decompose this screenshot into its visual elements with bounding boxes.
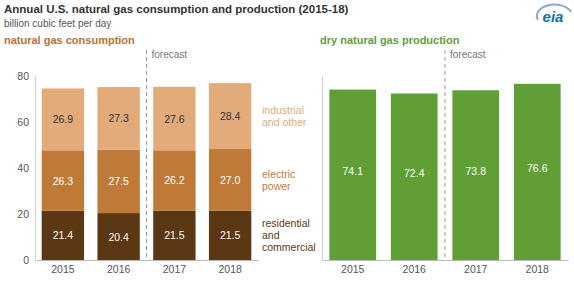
x-tick-label: 2018 <box>218 263 242 275</box>
legend-entry: electricpower <box>262 168 295 192</box>
data-label: 26.9 <box>53 113 74 125</box>
bar <box>42 88 84 150</box>
annotation: forecast <box>450 49 486 60</box>
y-tick: 40 <box>17 162 35 174</box>
x-tick-label: 2016 <box>107 263 131 275</box>
x-tick: 2017 <box>163 260 187 275</box>
legend-entry: industrialand other <box>262 104 307 128</box>
x-tick: 2018 <box>218 260 242 275</box>
data-label: 27.3 <box>108 112 129 124</box>
bar <box>329 90 376 260</box>
bar <box>42 211 84 260</box>
panel: natural gas consumptionforecast21.420.42… <box>4 34 316 275</box>
bar <box>97 150 139 213</box>
x-tick: 2018 <box>526 260 550 275</box>
x-tick-label: 2017 <box>163 263 187 275</box>
bar <box>452 90 499 260</box>
subtitle: billion cubic feet per day <box>4 18 111 29</box>
bar <box>209 211 251 260</box>
x-tick: 2016 <box>107 260 131 275</box>
data-label: 20.4 <box>108 231 129 243</box>
data-label: 27.6 <box>164 113 185 125</box>
data-label: 26.3 <box>53 175 74 187</box>
x-tick-label: 2015 <box>51 263 75 275</box>
y-tick-label: 80 <box>17 70 29 82</box>
legend-line: commercial <box>262 241 316 253</box>
data-labels: 74.1 72.4 73.8 76.6 <box>343 162 548 179</box>
bar <box>42 150 84 210</box>
legend-line: residential <box>262 217 310 229</box>
data-label: 26.2 <box>164 174 185 186</box>
data-label: 28.4 <box>220 110 241 122</box>
data-label: 76.6 <box>527 162 548 174</box>
x-tick: 2015 <box>341 260 365 275</box>
bar <box>153 211 195 260</box>
plot-area <box>329 84 560 260</box>
data-labels: 21.4 20.4 21.5 21.5 26.3 27.5 26.2 27.0 26.9 27.3… <box>53 110 241 243</box>
x-tick: 2016 <box>403 260 427 275</box>
bar <box>153 150 195 210</box>
y-axis <box>322 77 323 261</box>
panel-title: dry natural gas production <box>320 34 460 46</box>
data-label: 72.4 <box>404 167 425 179</box>
data-label: 27.5 <box>108 175 129 187</box>
legend-line: electric <box>262 168 295 180</box>
data-label: 21.5 <box>164 229 185 241</box>
bar <box>97 87 139 150</box>
bar <box>514 84 561 260</box>
annotation: forecast <box>152 49 188 60</box>
y-tick-label: 0 <box>23 254 29 266</box>
logo: eia <box>543 8 564 25</box>
x-tick-label: 2015 <box>341 263 365 275</box>
bar <box>97 213 139 260</box>
legend-line: industrial <box>262 104 304 116</box>
y-tick-label: 60 <box>17 116 29 128</box>
data-label: 21.5 <box>220 229 241 241</box>
x-tick: 2015 <box>51 260 75 275</box>
x-axis: 2015 2016 2017 2018 <box>323 260 569 275</box>
data-label: 21.4 <box>53 229 74 241</box>
data-label: 74.1 <box>343 165 364 177</box>
legend-entry: residentialandcommercial <box>262 217 316 253</box>
x-tick-label: 2016 <box>403 263 427 275</box>
legend-line: power <box>262 180 291 192</box>
chart-root: Annual U.S. natural gas consumption and … <box>0 0 574 285</box>
main-title: Annual U.S. natural gas consumption and … <box>4 3 349 15</box>
y-axis-line <box>35 77 36 261</box>
data-label: 27.0 <box>220 174 241 186</box>
y-tick-label: 40 <box>17 162 29 174</box>
bar <box>391 93 438 260</box>
x-axis-line <box>36 260 259 261</box>
y-tick: 60 <box>17 116 35 128</box>
x-tick-label: 2018 <box>526 263 550 275</box>
bar <box>153 87 195 150</box>
panel-title: natural gas consumption <box>4 34 135 46</box>
plot-area <box>42 83 252 260</box>
y-axis: 0 20 40 60 80 <box>17 70 35 266</box>
forecast-divider <box>445 50 446 260</box>
y-tick: 80 <box>17 70 35 82</box>
bar <box>209 83 251 148</box>
forecast-divider <box>146 50 147 260</box>
y-tick: 0 <box>23 254 35 266</box>
y-tick-label: 20 <box>17 208 29 220</box>
bar <box>209 148 251 210</box>
x-axis-line <box>323 260 569 261</box>
x-tick: 2017 <box>464 260 488 275</box>
panel: dry natural gas production forecast 74.1 72… <box>320 34 569 275</box>
y-tick: 20 <box>17 208 35 220</box>
legend-line: and other <box>262 116 307 128</box>
data-label: 73.8 <box>466 165 487 177</box>
x-axis: 2015 2016 2017 2018 <box>36 260 259 275</box>
legend-line: and <box>262 229 280 241</box>
y-axis-line <box>322 77 323 261</box>
x-tick-label: 2017 <box>464 263 488 275</box>
